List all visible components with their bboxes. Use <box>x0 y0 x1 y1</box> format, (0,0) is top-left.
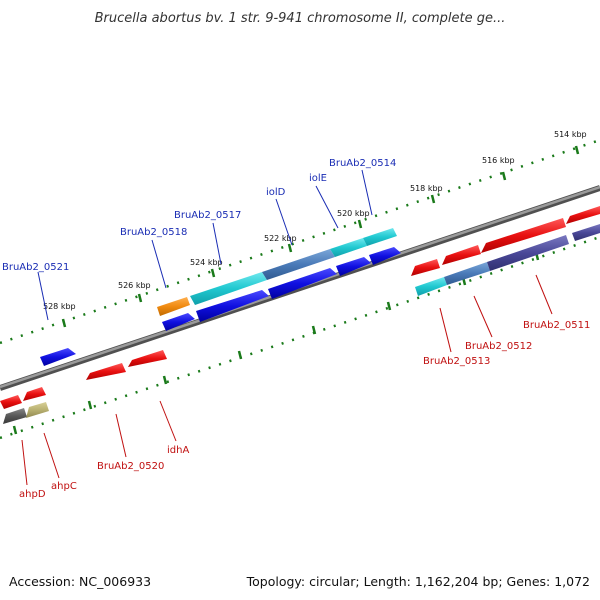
label-bruab2-0514: BruAb2_0514 <box>329 158 396 169</box>
gene-blue-2[interactable] <box>196 290 269 322</box>
label-ahpd: ahpD <box>19 489 46 500</box>
forward-strand-genes <box>40 228 401 366</box>
label-iole: iolE <box>309 173 327 184</box>
scale-line-top <box>0 138 600 345</box>
map-title: Brucella abortus bv. 1 str. 9-941 chromo… <box>95 11 506 26</box>
gene-iold-box[interactable] <box>262 249 335 280</box>
gene-bruab2-0514-box[interactable] <box>363 228 397 246</box>
gene-purple-edge[interactable] <box>572 224 600 241</box>
gene-bruab2-0521-box[interactable] <box>40 348 76 366</box>
gene-bruab2-0513-box[interactable] <box>415 277 447 296</box>
gene-bruab2-0517-box[interactable] <box>190 272 267 305</box>
gene-blue-3[interactable] <box>268 268 337 299</box>
reverse-strand-genes <box>0 206 600 424</box>
gene-red-left-1[interactable] <box>0 395 22 409</box>
gene-blue-1[interactable] <box>162 313 195 331</box>
tick-526 <box>137 293 143 303</box>
gene-idha-box[interactable] <box>128 350 167 367</box>
scale-label-520: 520 kbp <box>337 209 370 218</box>
scale-label-522: 522 kbp <box>264 234 297 243</box>
label-bruab2-0511: BruAb2_0511 <box>523 320 590 331</box>
scale-label-518: 518 kbp <box>410 184 443 193</box>
label-bruab2-0517: BruAb2_0517 <box>174 210 241 221</box>
label-bruab2-0520: BruAb2_0520 <box>97 461 164 472</box>
gene-bruab2-0520-box[interactable] <box>86 363 126 380</box>
label-bruab2-0518: BruAb2_0518 <box>120 227 187 238</box>
gene-red-right-4[interactable] <box>566 206 600 224</box>
label-iold: iolD <box>266 187 286 198</box>
gene-blue-5[interactable] <box>369 247 401 265</box>
gene-red-right-2[interactable] <box>442 245 481 265</box>
gene-red-left-2[interactable] <box>23 387 46 401</box>
label-bruab2-0521: BruAb2_0521 <box>2 262 69 273</box>
gene-red-right-3[interactable] <box>481 218 566 253</box>
scale-label-528: 528 kbp <box>43 302 76 311</box>
gene-ahpd-box[interactable] <box>3 408 27 424</box>
label-ahpc: ahpC <box>51 481 77 492</box>
scale-label-516: 516 kbp <box>482 156 515 165</box>
scale-label-514: 514 kbp <box>554 130 587 139</box>
label-bruab2-0513: BruAb2_0513 <box>423 356 490 367</box>
tick-518 <box>430 194 436 204</box>
tick-522 <box>287 243 293 253</box>
label-idha: idhA <box>167 445 189 456</box>
gene-blue-4[interactable] <box>336 257 371 276</box>
gene-red-right-1[interactable] <box>411 259 440 276</box>
gene-ahpc-box[interactable] <box>26 402 49 418</box>
gene-bruab2-0518-box[interactable] <box>157 297 190 316</box>
tick-524 <box>210 268 216 278</box>
scale-label-524: 524 kbp <box>190 258 223 267</box>
scale-label-526: 526 kbp <box>118 281 151 290</box>
gene-bruab2-0511-box[interactable] <box>487 235 569 271</box>
tick-516 <box>501 171 507 181</box>
gene-iole-box[interactable] <box>330 238 367 257</box>
scale-line-bottom <box>0 235 600 440</box>
tick-520 <box>357 219 363 229</box>
label-bruab2-0512: BruAb2_0512 <box>465 341 532 352</box>
tick-514 <box>574 145 580 155</box>
tick-528 <box>61 318 67 328</box>
accession-text: Accession: NC_006933 <box>9 574 151 589</box>
topology-text: Topology: circular; Length: 1,162,204 bp… <box>246 574 590 589</box>
top-label-leaders <box>37 169 373 321</box>
bottom-label-leaders <box>21 274 553 486</box>
gene-bruab2-0512-box[interactable] <box>444 262 490 285</box>
